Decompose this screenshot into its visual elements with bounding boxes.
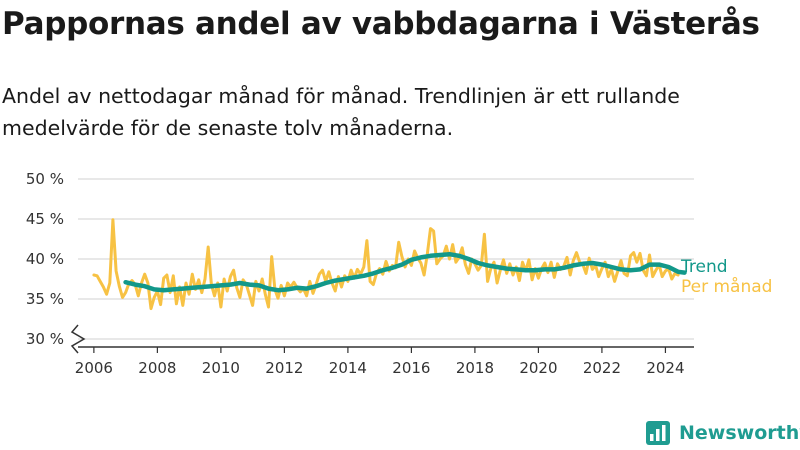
series-label-trend: Trend — [680, 257, 728, 277]
x-tick-label: 2018 — [456, 359, 494, 377]
series-line-trend — [123, 251, 687, 293]
y-tick-label: 30 % — [26, 330, 64, 348]
x-axis: 2006 2008 2010 2012 2014 2016 2018 2020 2022 2024 — [75, 346, 694, 377]
x-tick-label: 2014 — [329, 359, 367, 377]
axis-break-zigzag — [70, 324, 86, 354]
x-tick-label: 2006 — [75, 359, 113, 377]
brand-logo: Newsworthy — [645, 420, 800, 446]
brand-name: Newsworthy — [679, 422, 800, 444]
y-tick-label: 35 % — [26, 290, 64, 308]
y-axis: 30 % 35 % 40 % 45 % 50 % — [26, 170, 64, 348]
axis-break-icon — [70, 324, 86, 354]
series-label-per-manad: Per månad — [681, 276, 772, 297]
y-tick-label: 45 % — [26, 210, 64, 228]
line-chart: 30 % 35 % 40 % 45 % 50 % 2006 2008 2010 2012 201… — [26, 170, 773, 377]
x-tick-label: 2010 — [202, 359, 240, 377]
series-lines — [92, 218, 687, 311]
x-tick-label: 2022 — [583, 359, 621, 377]
newsworthy-logo-icon — [646, 421, 670, 445]
x-tick-label: 2016 — [392, 359, 430, 377]
chart-title: Pappornas andel av vabbdagarna i Västerå… — [2, 6, 760, 42]
y-tick-label: 50 % — [26, 170, 64, 188]
gridlines — [78, 178, 694, 340]
chart-subtitle: Andel av nettodagar månad för månad. Tre… — [2, 84, 680, 140]
y-tick-label: 40 % — [26, 250, 64, 268]
x-tick-label: 2008 — [138, 359, 176, 377]
x-tick-label: 2024 — [646, 359, 684, 377]
x-tick-label: 2012 — [265, 359, 303, 377]
x-tick-label: 2020 — [519, 359, 557, 377]
